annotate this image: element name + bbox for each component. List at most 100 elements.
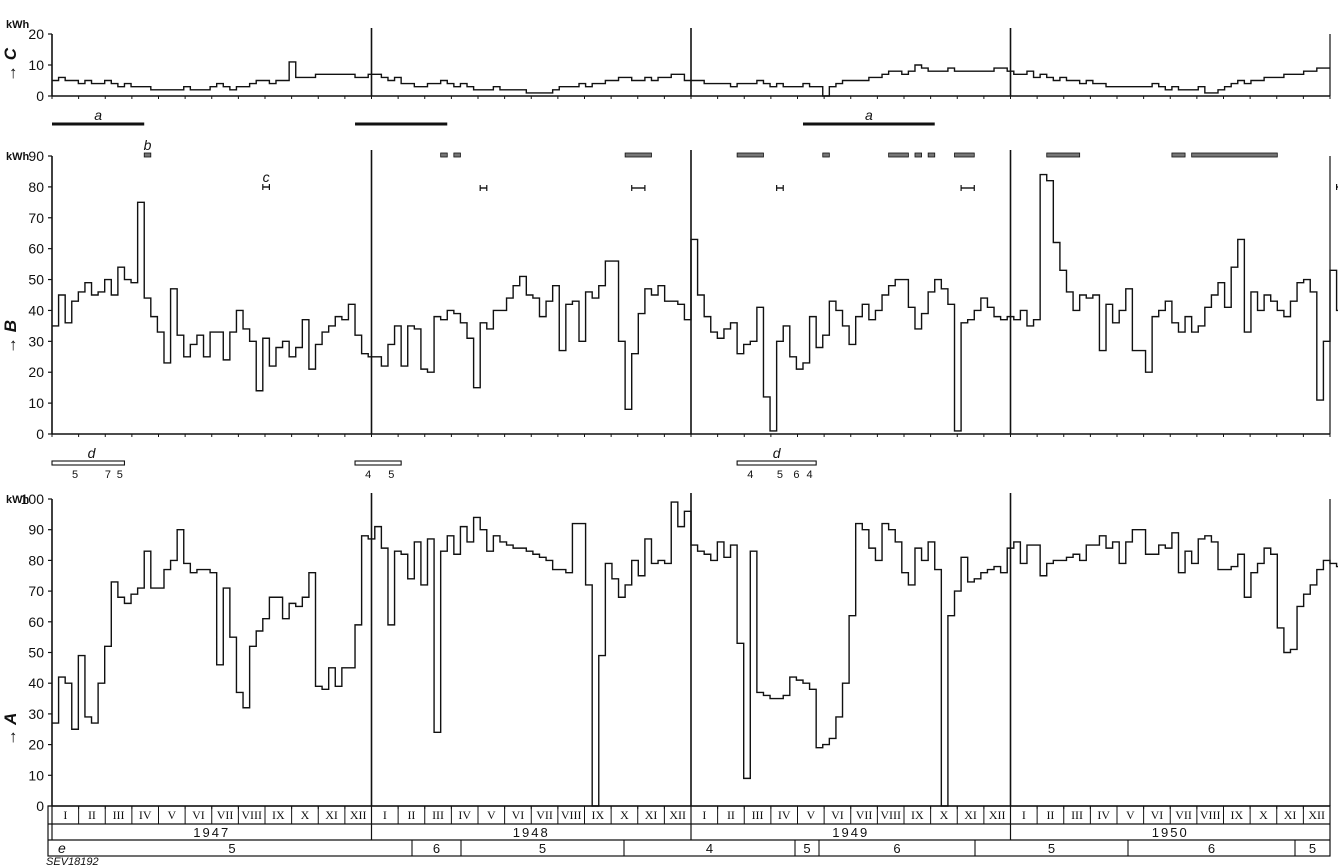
- code-row-label: e: [58, 840, 66, 856]
- month-label: VIII: [241, 808, 262, 822]
- month-label: VII: [1175, 808, 1192, 822]
- month-label: VIII: [1200, 808, 1221, 822]
- series-lines: [52, 61, 1338, 807]
- annotation-d-number: 4: [807, 469, 813, 481]
- annotation-b-bar: [736, 152, 764, 158]
- annotation-b-bar: [453, 152, 461, 158]
- month-label: VI: [192, 808, 205, 822]
- annotation-c-label: c: [263, 169, 270, 185]
- month-label: I: [63, 808, 67, 822]
- panel-A-y-tick-label: 10: [28, 767, 44, 783]
- month-label: IV: [139, 808, 152, 822]
- panel-A-unit-label: kWh: [6, 494, 30, 506]
- panel-A-y-tick-label: 0: [36, 798, 44, 814]
- month-label: III: [1071, 808, 1083, 822]
- annotation-d-number: 6: [793, 469, 799, 481]
- annotation-d-bar: [736, 460, 817, 466]
- annotation-b-label: b: [144, 137, 152, 153]
- panel-B-y-tick-label: 10: [28, 395, 44, 411]
- month-label: II: [727, 808, 735, 822]
- month-label: XI: [1284, 808, 1297, 822]
- month-label: VII: [536, 808, 553, 822]
- month-label: II: [1046, 808, 1054, 822]
- figure-id-label: SEV18192: [46, 856, 99, 867]
- annotation-bars: [51, 122, 1338, 466]
- annotation-b-bar: [143, 152, 152, 158]
- annotation-a-label: a: [94, 107, 102, 123]
- month-label: X: [1259, 808, 1268, 822]
- month-label: II: [88, 808, 96, 822]
- panel-A-y-tick-label: 50: [28, 645, 44, 661]
- panel-C-series-line: [52, 61, 1330, 97]
- month-label: I: [702, 808, 706, 822]
- annotation-d-number: 5: [388, 469, 394, 481]
- annotation-a-label: a: [865, 107, 873, 123]
- panel-A-y-tick-label: 80: [28, 552, 44, 568]
- panel-C-unit-label: kWh: [6, 19, 30, 31]
- month-label: XII: [989, 808, 1006, 822]
- panel-B-unit-label: kWh: [6, 151, 30, 163]
- month-label: IX: [272, 808, 285, 822]
- code-segment-label: 6: [433, 841, 440, 856]
- panel-C-y-tick-label: 0: [36, 88, 44, 104]
- panel-A-y-tick-label: 90: [28, 522, 44, 538]
- month-label: VII: [856, 808, 873, 822]
- annotation-d-number: 4: [365, 469, 371, 481]
- month-label: IX: [1230, 808, 1243, 822]
- month-label: IV: [458, 808, 471, 822]
- month-label: XII: [1308, 808, 1325, 822]
- month-label: III: [113, 808, 125, 822]
- panel-B-y-tick-label: 80: [28, 179, 44, 195]
- annotation-b-bar: [914, 152, 922, 158]
- annotation-b-bar: [822, 152, 830, 158]
- code-segment-label: 5: [1048, 841, 1055, 856]
- annotation-d-number: 7: [105, 469, 111, 481]
- month-label: IV: [778, 808, 791, 822]
- panel-B-y-tick-label: 60: [28, 241, 44, 257]
- month-label: IV: [1097, 808, 1110, 822]
- month-label: XII: [350, 808, 367, 822]
- panel-B-y-tick-label: 70: [28, 210, 44, 226]
- year-label: 1947: [193, 825, 230, 840]
- month-label: V: [487, 808, 496, 822]
- annotation-d-label: d: [773, 445, 782, 461]
- annotation-d-number: 5: [117, 469, 123, 481]
- month-label: IX: [591, 808, 604, 822]
- panel-C-y-tick-label: 20: [28, 26, 44, 42]
- code-segment-label: 5: [803, 841, 810, 856]
- month-label: III: [752, 808, 764, 822]
- annotation-b-bar: [888, 152, 909, 158]
- annotation-d-bar: [51, 460, 126, 466]
- month-label: X: [301, 808, 310, 822]
- month-label: VIII: [880, 808, 901, 822]
- annotation-d-bar: [354, 460, 402, 466]
- code-segment-label: 6: [1208, 841, 1215, 856]
- month-label: X: [940, 808, 949, 822]
- panel-B-series-line: [52, 173, 1338, 432]
- panel-A-y-tick-label: 40: [28, 675, 44, 691]
- month-label: XI: [964, 808, 977, 822]
- year-label: 1948: [513, 825, 550, 840]
- panel-C-y-tick-label: 10: [28, 57, 44, 73]
- year-label: 1950: [1152, 825, 1189, 840]
- panel-B-axis-label: → B: [1, 320, 20, 354]
- code-segment-label: 4: [706, 841, 713, 856]
- annotation-d-number: 4: [747, 469, 753, 481]
- panel-B-y-tick-label: 0: [36, 426, 44, 442]
- month-label: VIII: [561, 808, 582, 822]
- annotation-b-bar: [1171, 152, 1186, 158]
- panel-B-y-tick-label: 30: [28, 333, 44, 349]
- annotation-b-bar: [927, 152, 936, 158]
- code-segment-label: 5: [228, 841, 235, 856]
- chart-frames: [47, 28, 1331, 857]
- annotation-d-number: 5: [72, 469, 78, 481]
- code-segment-label: 5: [539, 841, 546, 856]
- annotation-b-bar: [440, 152, 448, 158]
- annotation-b-bar: [624, 152, 652, 158]
- month-label: VI: [512, 808, 525, 822]
- month-label: X: [620, 808, 629, 822]
- panel-A-y-tick-label: 20: [28, 737, 44, 753]
- annotation-b-bar: [954, 152, 975, 158]
